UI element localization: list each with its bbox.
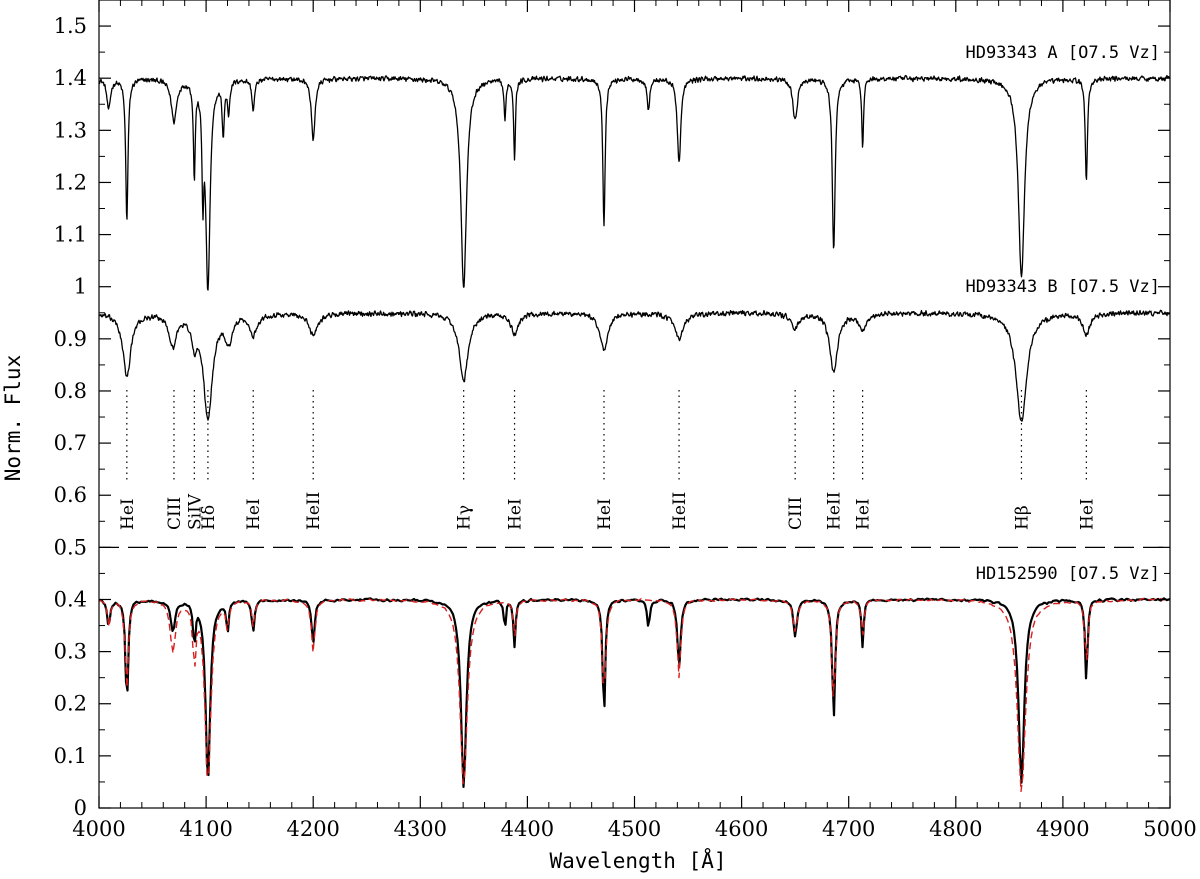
x-tick-label-3: 4300 [394,817,447,841]
x-tick-label-4: 4400 [501,817,554,841]
y-tick-label-2: 0.2 [54,692,87,716]
line-id-label-13: Hβ [1013,505,1033,530]
x-tick-label-7: 4700 [822,817,875,841]
series-layer [98,74,1171,793]
y-tick-label-13: 1.3 [54,118,87,142]
series-label-hd93343b: HD93343 B [O7.5 Vz] [966,277,1160,297]
line-id-label-8: HeI [595,498,615,530]
y-tick-label-12: 1.2 [54,170,87,194]
x-tick-label-1: 4100 [179,817,232,841]
y-tick-label-11: 1.1 [54,223,87,247]
y-axis-title: Norm. Flux [1,355,25,481]
line-id-label-14: HeI [1077,498,1097,530]
line-id-label-4: HeI [244,498,264,530]
line-id-label-0: HeI [118,498,138,530]
plot-frame [98,0,1171,809]
line-id-label-11: HeII [825,492,845,530]
x-tick-label-2: 4200 [286,817,339,841]
series-line-1 [98,309,1171,422]
line-id-label-12: HeI [854,498,874,530]
x-tick-label-10: 5000 [1143,817,1196,841]
x-axis-title: Wavelength [Å] [549,847,726,873]
line-id-label-7: HeI [506,498,526,530]
y-tick-label-6: 0.6 [54,483,87,507]
y-tick-label-8: 0.8 [54,379,87,403]
x-tick-label-6: 4600 [715,817,768,841]
y-tick-label-10: 1 [74,275,87,299]
y-tick-label-3: 0.3 [54,640,87,664]
series-label-hd152590: HD152590 [O7.5 Vz] [976,564,1160,584]
line-id-label-10: CIII [786,497,806,530]
series-line-0 [98,74,1170,291]
x-tick-label-9: 4900 [1036,817,1089,841]
line-id-label-1: CIII [165,497,185,530]
y-tick-label-7: 0.7 [54,431,87,455]
x-tick-label-5: 4500 [608,817,661,841]
x-tick-label-0: 4000 [72,817,125,841]
axes-layer: 4000 4100 4200 4300 4400 4500 4600 4700 4800 4900… [54,0,1197,841]
text-layer: Wavelength [Å] Norm. Flux HD93343 A [O7.… [1,43,1160,873]
line-id-label-3: Hδ [199,505,219,530]
line-id-label-6: Hγ [455,505,475,530]
line-id-label-9: HeII [670,492,690,530]
line-id-label-2: SiIV [185,493,205,530]
x-tick-label-8: 4800 [929,817,982,841]
y-tick-label-4: 0.4 [54,587,87,611]
y-tick-label-15: 1.5 [54,14,87,38]
series-line-3 [98,597,1170,793]
y-tick-label-14: 1.4 [54,66,87,90]
series-label-hd93343a: HD93343 A [O7.5 Vz] [966,43,1160,63]
series-line-2 [98,597,1171,788]
y-tick-label-5: 0.5 [54,535,87,559]
line-id-label-5: HeII [304,492,324,530]
y-tick-label-1: 0.1 [54,744,87,768]
y-tick-label-9: 0.9 [54,327,87,351]
y-tick-label-0: 0 [74,796,87,820]
